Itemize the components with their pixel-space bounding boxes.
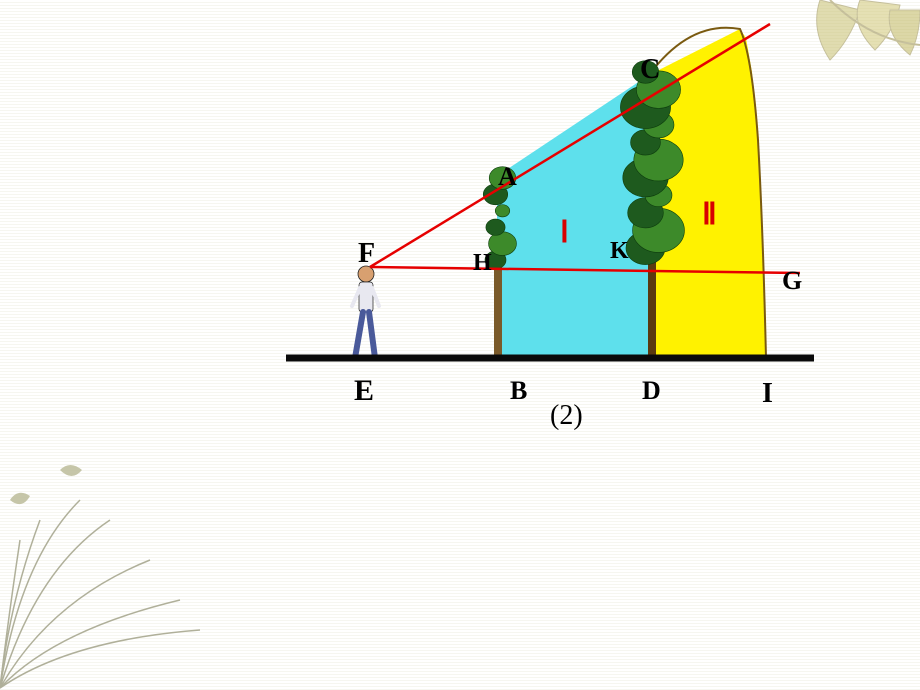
label-H: H — [473, 250, 492, 277]
label-B: B — [510, 376, 527, 406]
region-two-label: Ⅱ — [702, 197, 717, 232]
label-E: E — [354, 374, 374, 408]
label-K: K — [610, 238, 629, 265]
person-figure — [352, 266, 379, 358]
region-one-label: Ⅰ — [560, 215, 569, 250]
corner-plant-top-right — [817, 0, 920, 60]
diagram-stage: A B C D E F G H I K Ⅰ Ⅱ (2) — [0, 0, 920, 690]
label-C: C — [640, 54, 660, 86]
corner-plant-bottom-left — [0, 465, 200, 688]
diagram-svg — [0, 0, 920, 690]
figure-caption: (2) — [550, 400, 583, 432]
label-D: D — [642, 376, 661, 406]
label-I: I — [762, 378, 773, 410]
label-G: G — [782, 266, 802, 296]
label-A: A — [498, 162, 517, 192]
label-F: F — [358, 238, 375, 270]
